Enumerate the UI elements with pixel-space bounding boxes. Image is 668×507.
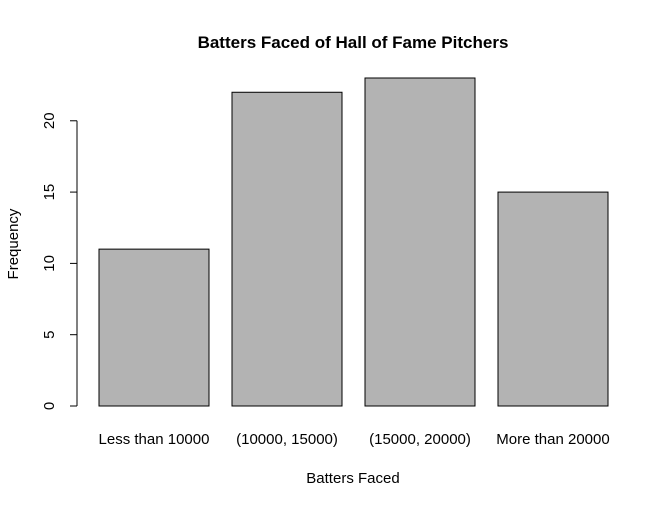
chart-title: Batters Faced of Hall of Fame Pitchers (198, 33, 509, 52)
x-tick-label: (10000, 15000) (236, 431, 338, 448)
y-axis-label: Frequency (5, 208, 22, 279)
x-tick-labels: Less than 10000 (10000, 15000) (15000, 200… (99, 431, 610, 448)
bar-1 (231, 91, 343, 407)
y-tick-label: 0 (41, 402, 58, 410)
y-tick-label: 15 (41, 184, 58, 201)
x-tick-label: (15000, 20000) (369, 431, 471, 448)
y-axis: 0 5 10 15 20 (41, 112, 78, 410)
x-tick-label: More than 20000 (496, 431, 609, 448)
bars-group (98, 77, 609, 407)
bar-2 (364, 77, 476, 407)
bar-0 (98, 248, 210, 407)
x-tick-label: Less than 10000 (99, 431, 210, 448)
x-axis-label: Batters Faced (306, 470, 399, 487)
y-tick-label: 20 (41, 112, 58, 129)
y-tick-label: 5 (41, 331, 58, 339)
y-tick-label: 10 (41, 255, 58, 272)
bar-3 (497, 191, 609, 407)
